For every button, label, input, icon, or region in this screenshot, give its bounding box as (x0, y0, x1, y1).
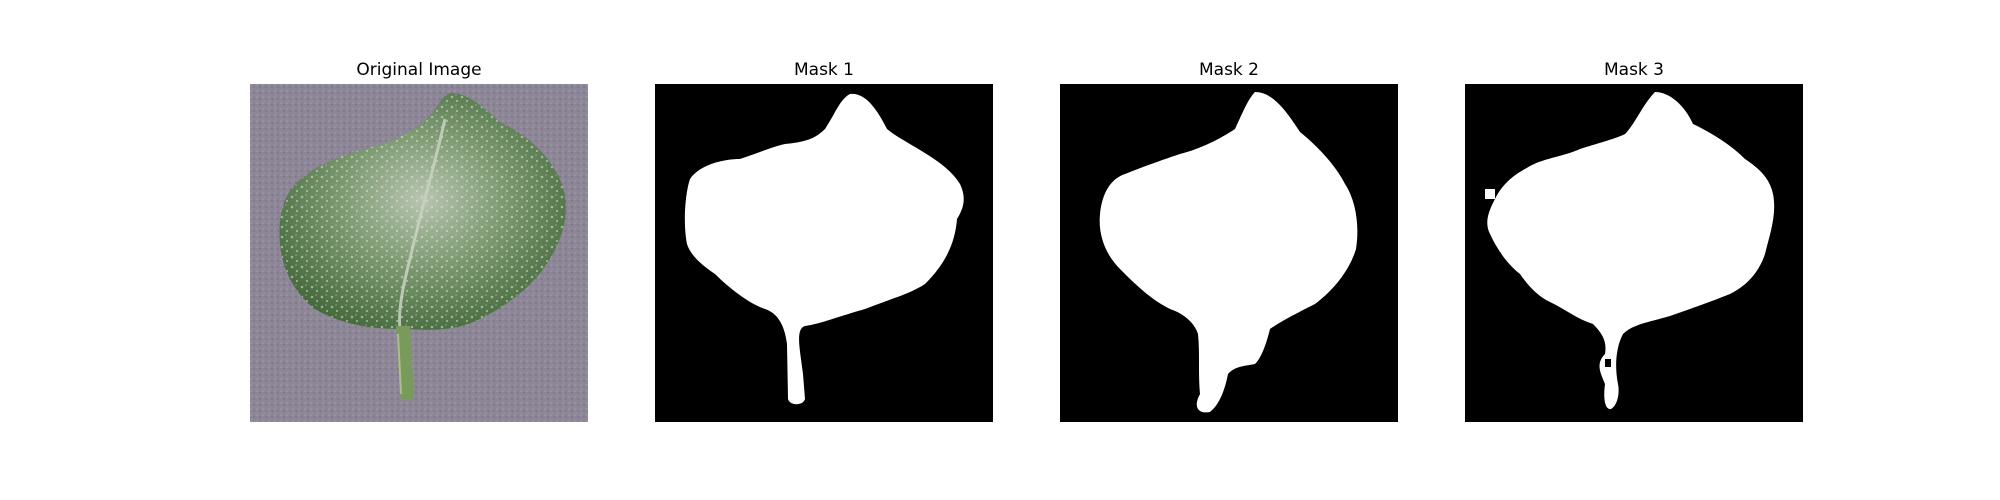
mask-2-image (1060, 84, 1398, 422)
leaf-photo (250, 84, 588, 422)
panel-title: Mask 2 (1198, 60, 1259, 80)
leaf-midrib (398, 118, 447, 330)
panel-title: Original Image (356, 60, 482, 80)
mask-hole (1605, 359, 1611, 367)
panel-original-image: Original Image (250, 58, 588, 428)
panel-title: Mask 1 (793, 60, 854, 80)
mask-region (684, 93, 964, 405)
panel-mask-3: Mask 3 (1465, 58, 1803, 428)
mask-region (1099, 92, 1358, 413)
mask-speck (1485, 189, 1495, 199)
mask-region (1487, 92, 1775, 410)
panel-title: Mask 3 (1603, 60, 1664, 80)
mask-1-image (655, 84, 993, 422)
panel-mask-2: Mask 2 (1060, 58, 1398, 428)
mask-3-image (1465, 84, 1803, 422)
panel-mask-1: Mask 1 (655, 58, 993, 428)
